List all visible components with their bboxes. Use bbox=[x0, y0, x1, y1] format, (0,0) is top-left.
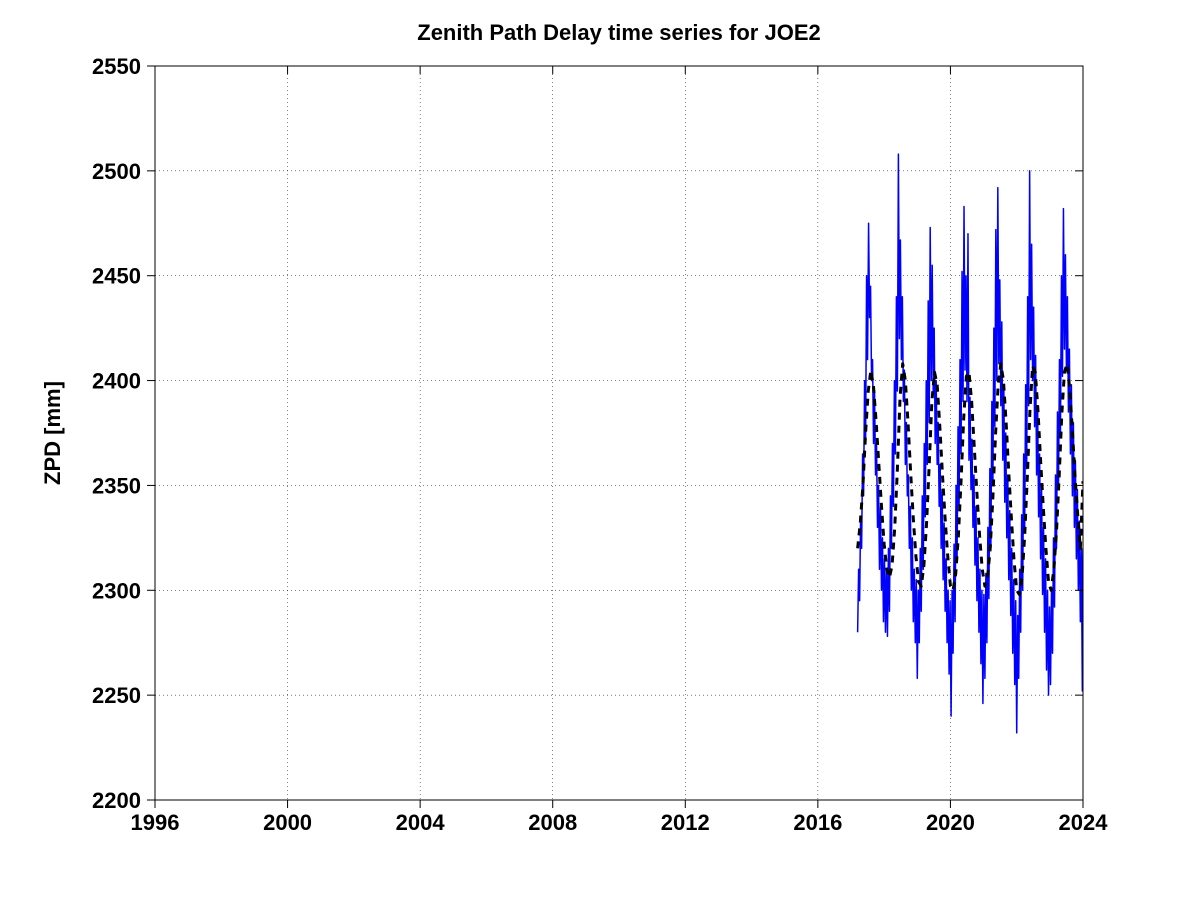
x-tick-label: 2024 bbox=[1059, 810, 1109, 835]
chart-container: 1996 2000 2004 2008 2012 2016 2020 2024 2200 2250… bbox=[0, 0, 1201, 901]
chart-title: Zenith Path Delay time series for JOE2 bbox=[417, 20, 820, 45]
y-tick-label: 2350 bbox=[92, 473, 141, 498]
y-tick-label: 2550 bbox=[92, 54, 141, 79]
x-tick-label: 2000 bbox=[263, 810, 312, 835]
chart-background bbox=[0, 0, 1201, 901]
y-tick-label: 2400 bbox=[92, 369, 141, 394]
x-tick-label: 2004 bbox=[396, 810, 446, 835]
x-tick-label: 1996 bbox=[131, 810, 180, 835]
y-tick-label: 2250 bbox=[92, 683, 141, 708]
y-tick-label: 2450 bbox=[92, 264, 141, 289]
y-axis-label: ZPD [mm] bbox=[40, 381, 65, 485]
y-tick-label: 2300 bbox=[92, 578, 141, 603]
x-tick-label: 2016 bbox=[793, 810, 842, 835]
x-tick-label: 2020 bbox=[926, 810, 975, 835]
y-tick-label: 2500 bbox=[92, 159, 141, 184]
y-tick-label: 2200 bbox=[92, 788, 141, 813]
x-tick-label: 2008 bbox=[528, 810, 577, 835]
x-tick-label: 2012 bbox=[661, 810, 710, 835]
chart-svg: 1996 2000 2004 2008 2012 2016 2020 2024 2200 2250… bbox=[0, 0, 1201, 901]
